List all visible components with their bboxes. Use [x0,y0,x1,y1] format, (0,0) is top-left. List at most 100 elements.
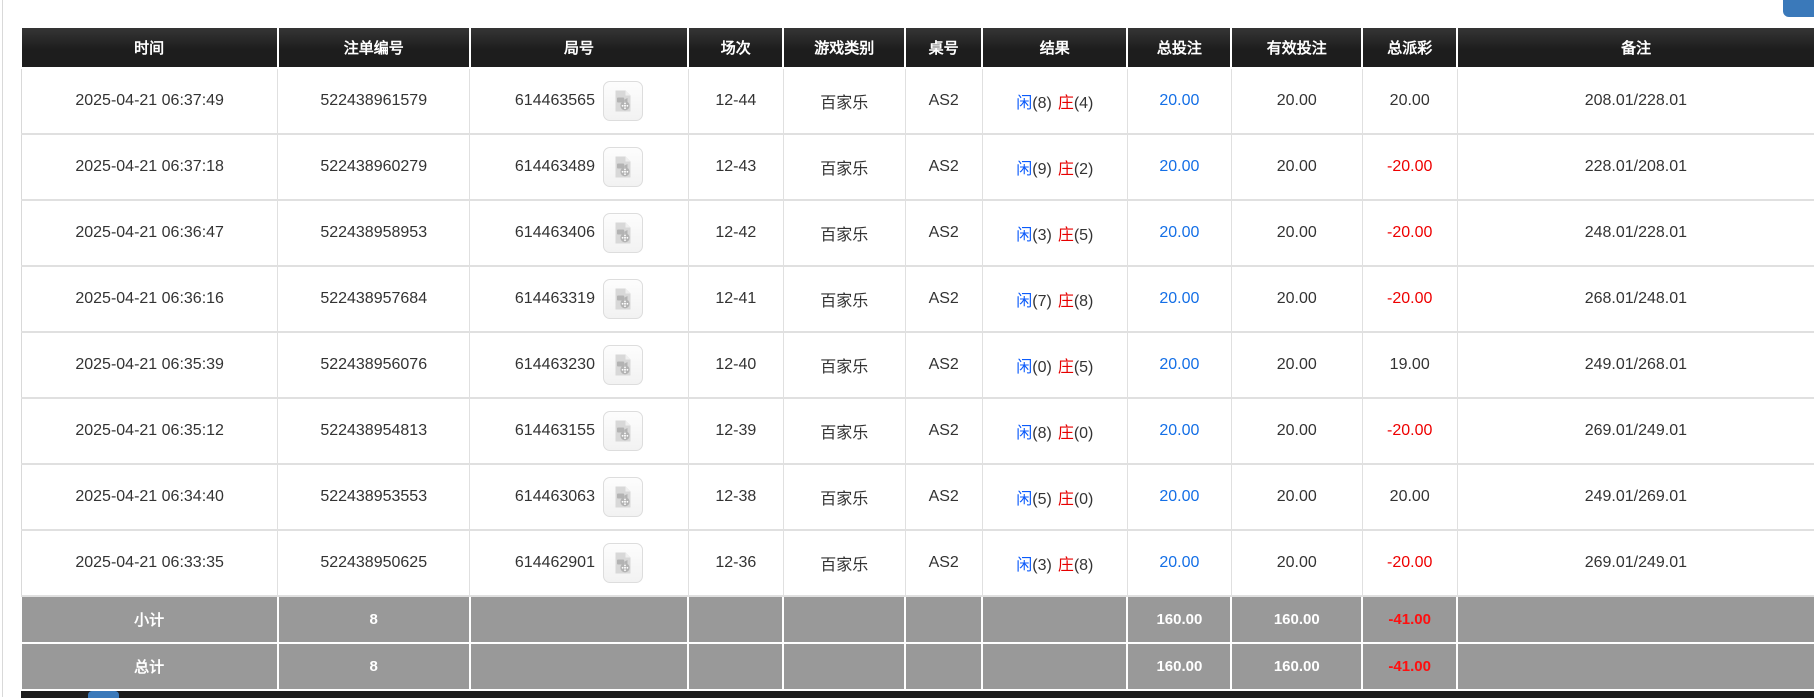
column-header-total-bet: 总投注 [1127,28,1231,68]
cell-total-bet[interactable]: 20.00 [1127,332,1231,398]
cell-session: 12-42 [688,200,783,266]
cell-bet-id: 522438956076 [278,332,470,398]
column-header-result: 结果 [982,28,1127,68]
cell-total-bet[interactable]: 20.00 [1127,134,1231,200]
cell-valid-bet: 20.00 [1231,68,1362,134]
result-player-score: (8) [1032,425,1052,442]
cell-valid-bet: 20.00 [1231,398,1362,464]
total-payout: -41.00 [1362,643,1457,690]
cell-remark: 249.01/268.01 [1457,332,1814,398]
cell-session: 12-44 [688,68,783,134]
cell-session: 12-41 [688,266,783,332]
subtotal-empty-cell [470,596,689,643]
round-id: 614463063 [515,488,595,506]
cell-round-id: 614463230 [470,332,689,398]
column-header-game-type: 游戏类别 [783,28,905,68]
cell-round-id: 614463565 [470,68,689,134]
total-label: 总计 [22,643,278,690]
video-replay-icon [611,551,635,575]
cell-payout: -20.00 [1362,398,1457,464]
subtotal-total-bet: 160.00 [1127,596,1231,643]
column-header-bet-id: 注单编号 [278,28,470,68]
total-empty-cell [905,643,982,690]
cell-result: 闲(3)庄(8) [982,530,1127,596]
result-player-score: (8) [1032,95,1052,112]
cell-game-type: 百家乐 [783,134,905,200]
cell-remark: 248.01/228.01 [1457,200,1814,266]
cell-total-bet[interactable]: 20.00 [1127,398,1231,464]
cell-time: 2025-04-21 06:35:39 [22,332,278,398]
cell-valid-bet: 20.00 [1231,530,1362,596]
cell-session: 12-43 [688,134,783,200]
subtotal-label: 小计 [22,596,278,643]
video-replay-icon [611,419,635,443]
cell-time: 2025-04-21 06:33:35 [22,530,278,596]
column-header-round-id: 局号 [470,28,689,68]
cell-result: 闲(0)庄(5) [982,332,1127,398]
cell-table-no: AS2 [905,332,982,398]
cell-session: 12-38 [688,464,783,530]
cell-total-bet[interactable]: 20.00 [1127,68,1231,134]
cell-remark: 269.01/249.01 [1457,398,1814,464]
cell-remark: 269.01/249.01 [1457,530,1814,596]
total-empty-cell [470,643,689,690]
cell-total-bet[interactable]: 20.00 [1127,200,1231,266]
video-replay-button[interactable] [603,477,643,517]
video-replay-button[interactable] [603,345,643,385]
subtotal-empty-cell [688,596,783,643]
video-replay-icon [611,287,635,311]
cell-round-id: 614463406 [470,200,689,266]
round-id: 614463489 [515,158,595,176]
cell-payout: -20.00 [1362,134,1457,200]
cell-total-bet[interactable]: 20.00 [1127,464,1231,530]
result-banker-score: (2) [1074,161,1094,178]
cell-game-type: 百家乐 [783,464,905,530]
video-replay-icon [611,155,635,179]
result-player-score: (7) [1032,293,1052,310]
video-replay-button[interactable] [603,411,643,451]
total-total-bet: 160.00 [1127,643,1231,690]
result-player-label: 闲 [1016,227,1032,244]
total-empty-cell [688,643,783,690]
result-player-label: 闲 [1016,161,1032,178]
video-replay-button[interactable] [603,279,643,319]
cell-payout: 20.00 [1362,464,1457,530]
video-replay-button[interactable] [603,213,643,253]
top-right-button-fragment[interactable] [1783,0,1814,17]
video-replay-button[interactable] [603,543,643,583]
subtotal-row: 小计 8 160.00 160.00 -41.00 [22,596,1814,643]
video-replay-button[interactable] [603,81,643,121]
table-footer: 小计 8 160.00 160.00 -41.00 总计 8 [22,596,1814,690]
subtotal-valid-bet: 160.00 [1231,596,1362,643]
result-player-label: 闲 [1016,425,1032,442]
cell-time: 2025-04-21 06:36:16 [22,266,278,332]
round-id: 614463565 [515,92,595,110]
column-header-session: 场次 [688,28,783,68]
subtotal-empty-cell [982,596,1127,643]
total-empty-cell [982,643,1127,690]
cell-session: 12-36 [688,530,783,596]
result-player-label: 闲 [1016,557,1032,574]
cell-result: 闲(7)庄(8) [982,266,1127,332]
result-player-score: (0) [1032,359,1052,376]
column-header-valid-bet: 有效投注 [1231,28,1362,68]
cell-valid-bet: 20.00 [1231,464,1362,530]
cell-game-type: 百家乐 [783,530,905,596]
cell-total-bet[interactable]: 20.00 [1127,530,1231,596]
result-banker-score: (0) [1074,491,1094,508]
result-banker-label: 庄 [1058,425,1074,442]
subtotal-payout: -41.00 [1362,596,1457,643]
result-banker-label: 庄 [1058,293,1074,310]
result-banker-score: (5) [1074,227,1094,244]
round-id: 614462901 [515,554,595,572]
total-empty-cell [783,643,905,690]
header-row: 时间 注单编号 局号 场次 游戏类别 桌号 结果 总投注 有效投注 总派彩 备注 [22,28,1814,68]
video-replay-button[interactable] [603,147,643,187]
cell-remark: 268.01/248.01 [1457,266,1814,332]
cell-session: 12-39 [688,398,783,464]
result-player-score: (5) [1032,491,1052,508]
cell-total-bet[interactable]: 20.00 [1127,266,1231,332]
